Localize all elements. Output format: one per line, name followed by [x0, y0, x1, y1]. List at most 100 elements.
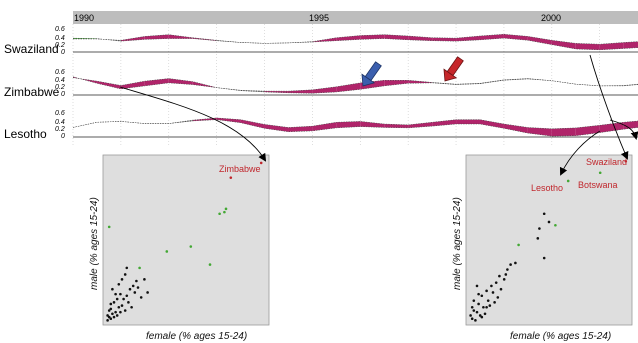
female-line: [72, 77, 638, 92]
scatter-point: [542, 212, 546, 216]
scatter-point: [115, 314, 119, 317]
ribbon-segment: [96, 38, 121, 42]
scatter-point: [480, 294, 484, 298]
ribbon-segment: [288, 89, 313, 94]
scatter-point: [120, 278, 124, 281]
scatter-point: [538, 227, 541, 230]
ribbon-segment: [479, 119, 504, 129]
scatter-point: [482, 305, 485, 309]
ribbon-segment: [168, 120, 193, 124]
tick-0: 0: [61, 49, 65, 56]
y-axis-title-left: male (% ages 15-24): [89, 197, 100, 290]
scatter-point: [488, 304, 492, 307]
scatter-point: [493, 301, 496, 304]
scatter-point: [119, 310, 122, 314]
y-axis-title-right: male (% ages 15-24): [452, 197, 463, 290]
scatter-point: [224, 207, 228, 211]
male-line: [72, 119, 638, 137]
scatter-point: [119, 292, 122, 296]
blue-arrow-icon: [361, 61, 382, 87]
row-swaziland: [72, 33, 638, 53]
row-lesotho: [72, 117, 638, 138]
scatter-point: [165, 250, 169, 253]
scatter-point: [514, 261, 517, 265]
tick-0-6: 0.6: [55, 110, 65, 117]
ribbon-segment: [264, 124, 289, 132]
tick-0-2: 0.2: [55, 126, 65, 133]
ribbon-segment: [575, 125, 600, 136]
scatter-point: [109, 307, 113, 311]
scatter-point: [486, 299, 490, 302]
scatter-point: [470, 317, 474, 321]
ribbon-segment: [192, 81, 217, 88]
scatter-point: [109, 317, 113, 321]
scatter-point: [547, 220, 551, 224]
scatter-point: [485, 289, 488, 293]
scatter-point: [469, 314, 472, 317]
scatter-point: [107, 309, 111, 312]
ribbon-segment: [360, 34, 385, 40]
annotation-swaziland: Swaziland: [586, 157, 627, 167]
annotation-botswana: Botswana: [578, 180, 618, 190]
scatter-point: [136, 286, 140, 289]
ribbon-segment: [408, 35, 433, 41]
connector-arrow-swaziland: [589, 54, 629, 160]
scatter-point: [133, 291, 137, 294]
male-line: [72, 76, 638, 94]
ribbon-segment: [336, 82, 361, 92]
ribbon-segment: [168, 78, 193, 85]
scatter-panel-left: [102, 154, 270, 326]
tick-0: 0: [61, 91, 65, 98]
scatter-point: [475, 284, 479, 288]
scatter-point: [117, 282, 121, 286]
ribbon-segment: [623, 41, 638, 49]
ribbon-segment: [312, 86, 337, 94]
scatter-point: [109, 302, 113, 306]
connector-arrow-lesotho-to-point: [559, 130, 601, 176]
scatter-point: [106, 314, 109, 317]
row-zimbabwe: [72, 76, 638, 96]
ribbon-segment: [527, 127, 552, 137]
ribbon-segment: [623, 84, 638, 86]
year-label-1990: 1990: [74, 13, 94, 23]
scatter-point: [138, 266, 141, 270]
scatter-point: [480, 315, 484, 319]
scatter-point: [259, 161, 263, 165]
scatter-point: [107, 315, 111, 319]
scatter-point: [115, 297, 119, 301]
connector-arrow-lesotho-row: [609, 119, 638, 140]
scatter-point: [499, 287, 503, 291]
ribbon-segment: [456, 35, 480, 42]
scatter-point: [475, 310, 479, 314]
scatter-point: [485, 305, 488, 309]
ribbon-segment: [456, 119, 480, 124]
scatter-points-left: [106, 161, 263, 322]
scatter-point: [477, 292, 480, 296]
scatter-point: [509, 263, 512, 266]
scatter-point: [229, 176, 233, 179]
scatter-point: [554, 223, 557, 227]
annotation-zimbabwe: Zimbabwe: [219, 164, 261, 174]
scatter-point: [123, 273, 127, 276]
scatter-point: [143, 278, 146, 281]
scatter-point: [536, 237, 540, 240]
year-label-2000: 2000: [541, 13, 561, 23]
ribbon-segment: [408, 122, 433, 128]
scatter-point: [111, 312, 114, 316]
red-arrow-icon: [443, 56, 464, 82]
scatter-point: [114, 310, 117, 314]
tick-0-6: 0.6: [55, 69, 65, 76]
scatter-point: [223, 210, 226, 214]
scatter-point: [122, 297, 125, 301]
timeline-rows: [72, 33, 638, 138]
ribbon-segment: [384, 80, 409, 86]
connector-arrow-zimbabwe: [119, 86, 267, 162]
scatter-point: [128, 287, 132, 291]
female-line: [73, 33, 638, 45]
scatter-point: [504, 273, 508, 276]
scatter-point: [146, 291, 149, 294]
tick-0: 0: [61, 133, 65, 140]
scatter-point: [506, 268, 509, 271]
scatter-point: [106, 319, 109, 322]
